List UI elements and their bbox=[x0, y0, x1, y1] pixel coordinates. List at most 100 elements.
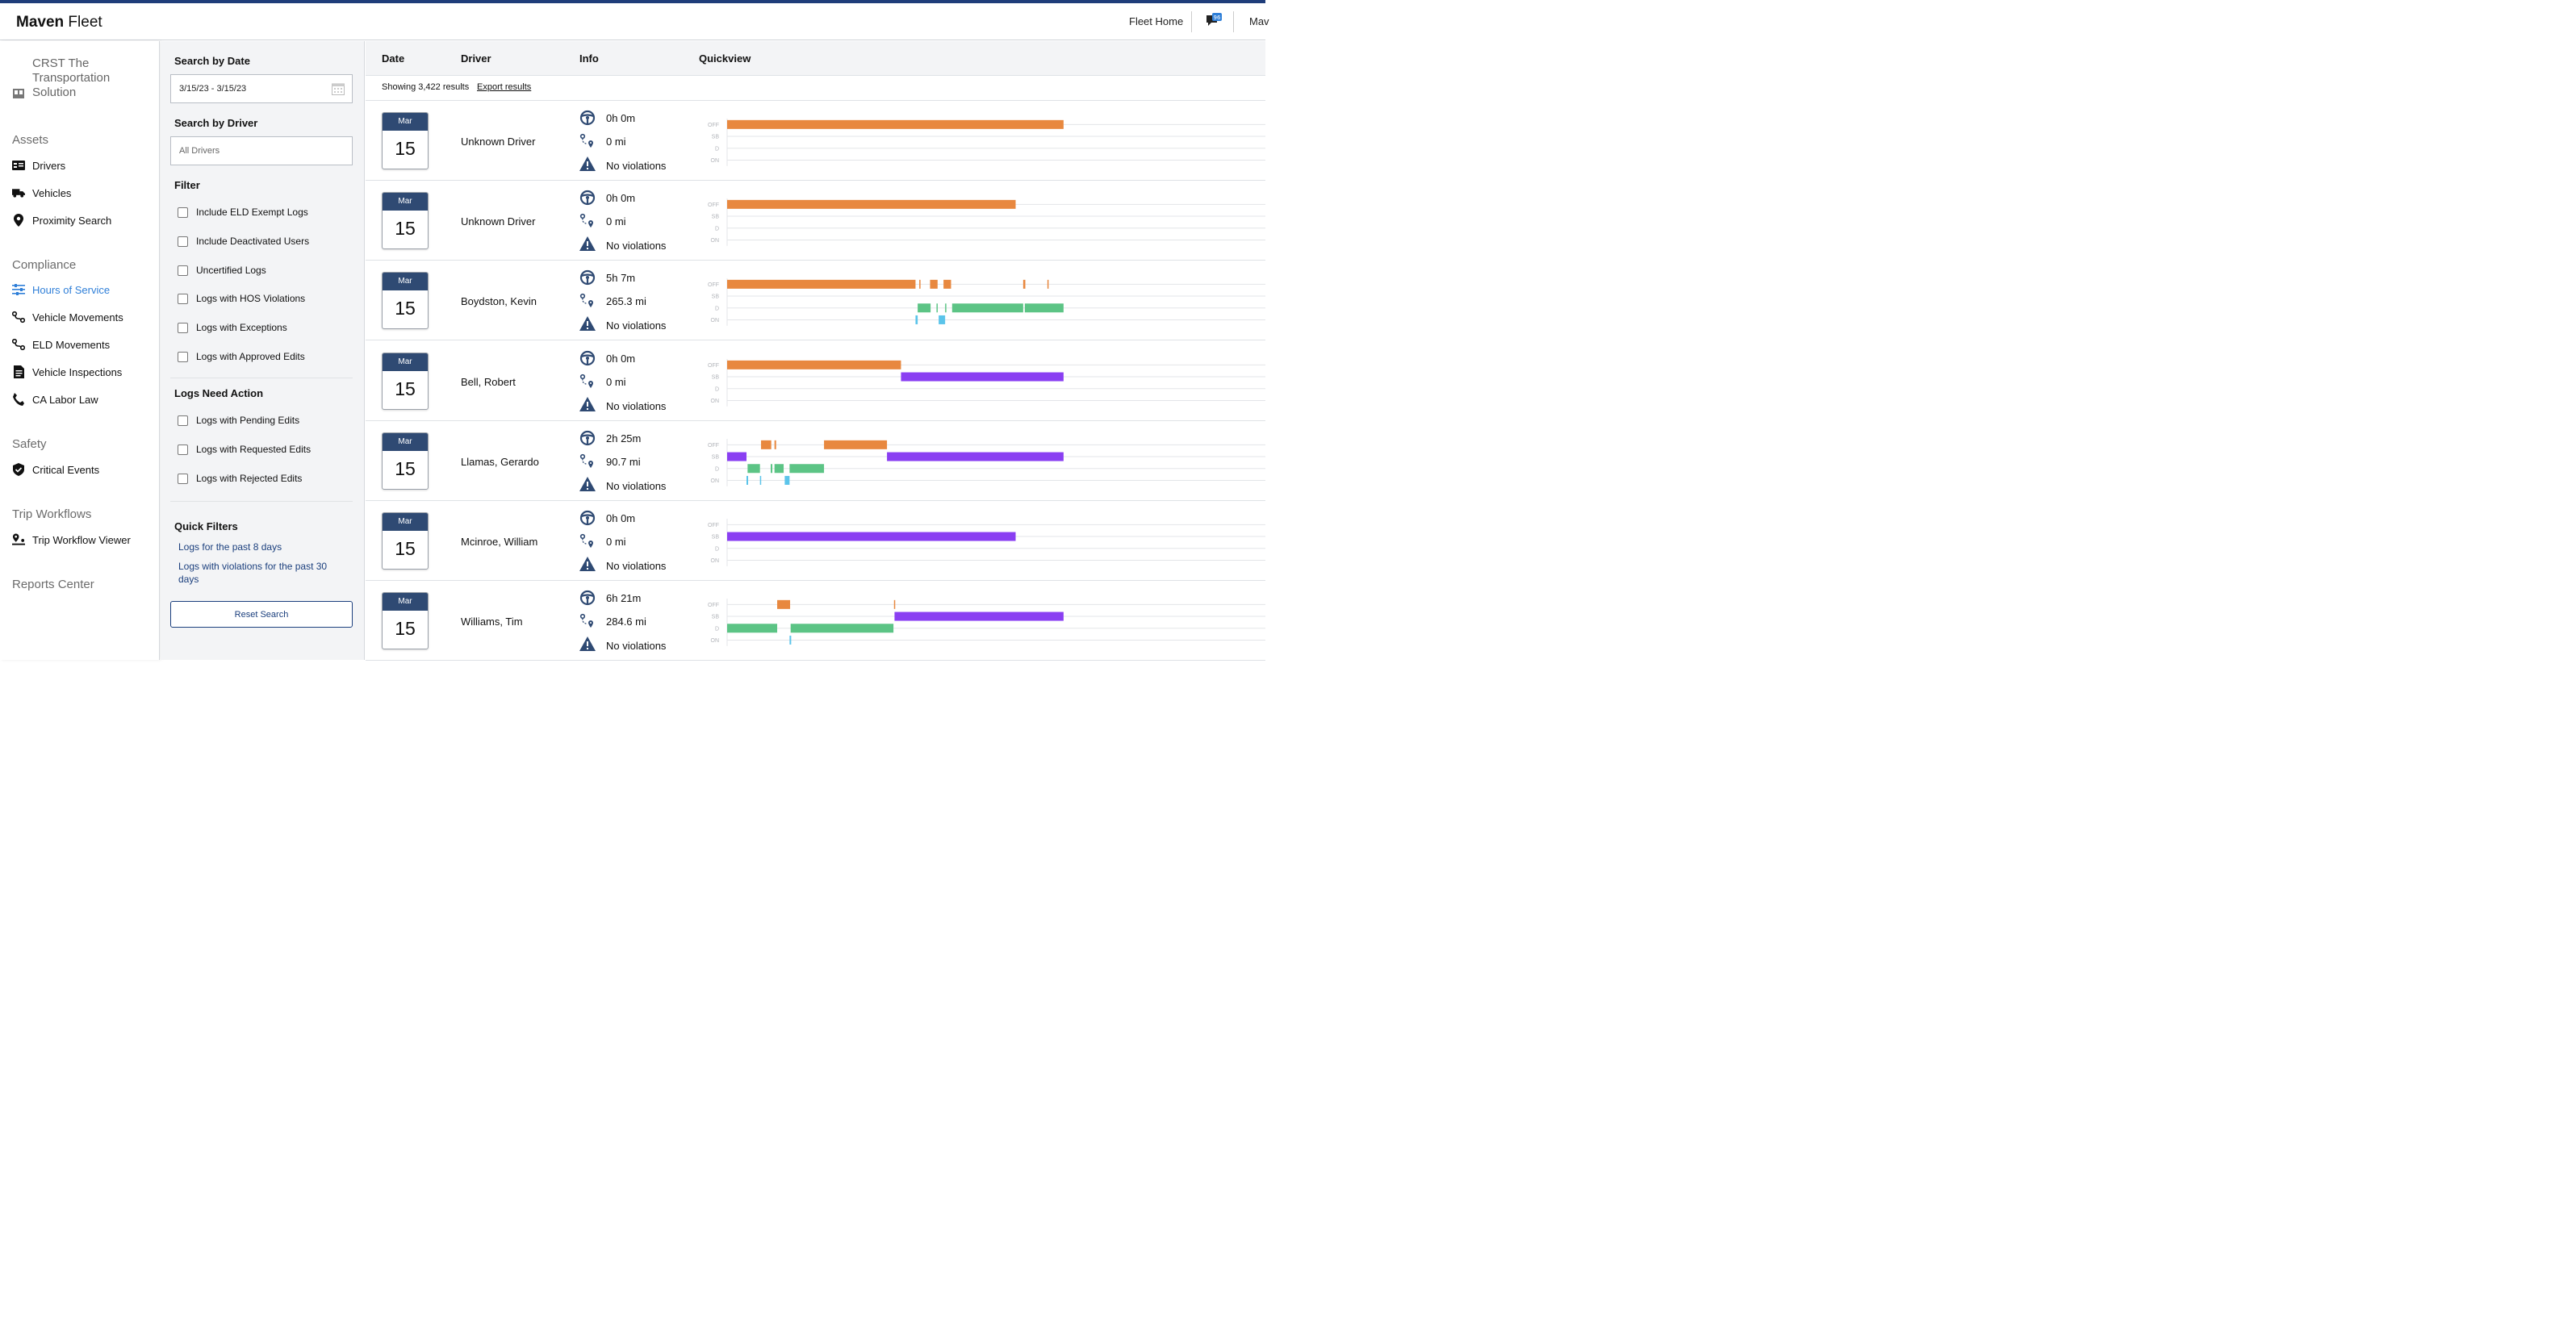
sidebar-item-vehicle-movements[interactable]: Vehicle Movements bbox=[12, 309, 123, 325]
checkbox-rejected-edits[interactable]: Logs with Rejected Edits bbox=[178, 473, 302, 484]
duty-segment-d bbox=[936, 303, 938, 313]
quick-filter-past-8-days[interactable]: Logs for the past 8 days bbox=[178, 541, 282, 553]
sidebar-item-eld-movements[interactable]: ELD Movements bbox=[12, 336, 110, 353]
lane-label: OFF bbox=[708, 123, 719, 128]
duty-segment-off bbox=[824, 440, 888, 449]
quickview-log-graph[interactable]: OFF SB D ON bbox=[698, 517, 1265, 567]
route-icon bbox=[12, 311, 25, 323]
table-row[interactable]: Mar 15 Unknown Driver 0h 0m 0 mi No violation… bbox=[366, 181, 1265, 261]
warning-icon bbox=[579, 315, 596, 332]
date-badge: Mar 15 bbox=[382, 112, 429, 169]
warning-icon bbox=[579, 636, 596, 652]
duty-segment-on bbox=[789, 636, 792, 645]
drive-time: 0h 0m bbox=[606, 192, 636, 205]
sidebar-item-trip-workflow-viewer[interactable]: Trip Workflow Viewer bbox=[12, 532, 131, 548]
table-row[interactable]: Mar 15 Unknown Driver 0h 0m 0 mi No violation… bbox=[366, 101, 1265, 181]
top-bar: Maven Fleet Fleet Home 96 Mav bbox=[0, 3, 1269, 40]
calendar-icon[interactable] bbox=[332, 82, 345, 95]
driver-name[interactable]: Williams, Tim bbox=[461, 616, 523, 628]
sidebar-item-ca-labor-law[interactable]: CA Labor Law bbox=[12, 391, 98, 407]
sidebar-item-vehicle-inspections[interactable]: Vehicle Inspections bbox=[12, 364, 122, 380]
quickview-log-graph[interactable]: OFF SB D ON bbox=[698, 597, 1265, 647]
sidebar-item-hours-of-service[interactable]: Hours of Service bbox=[12, 282, 110, 298]
duty-segment-sb bbox=[727, 532, 1016, 541]
driver-name[interactable]: Boydston, Kevin bbox=[461, 295, 537, 308]
distance: 265.3 mi bbox=[606, 295, 646, 308]
violations: No violations bbox=[606, 160, 667, 172]
column-header-quickview: Quickview bbox=[699, 52, 751, 65]
sidebar-item-proximity-search[interactable]: Proximity Search bbox=[12, 212, 111, 228]
driver-search-input[interactable]: All Drivers bbox=[170, 136, 353, 165]
driver-name[interactable]: Bell, Robert bbox=[461, 375, 516, 388]
table-row[interactable]: Mar 15 Mcinroe, William 0h 0m 0 mi No violati… bbox=[366, 501, 1265, 581]
quickview-log-graph[interactable]: OFF SB D ON bbox=[698, 197, 1265, 247]
table-row[interactable]: Mar 15 Bell, Robert 0h 0m 0 mi No violations O… bbox=[366, 341, 1265, 421]
table-row[interactable]: Mar 15 Llamas, Gerardo 2h 25m 90.7 mi No viol… bbox=[366, 421, 1265, 501]
checkbox-approved-edits[interactable]: Logs with Approved Edits bbox=[178, 351, 305, 362]
date-month: Mar bbox=[383, 113, 428, 131]
sidebar-item-vehicles[interactable]: Vehicles bbox=[12, 185, 71, 201]
date-month: Mar bbox=[383, 432, 428, 451]
lane-label: ON bbox=[711, 158, 720, 164]
lane-label: SB bbox=[712, 294, 720, 300]
sidebar-item-critical-events[interactable]: Critical Events bbox=[12, 461, 99, 478]
column-header-date[interactable]: Date bbox=[382, 52, 405, 65]
duty-segment-on bbox=[939, 315, 946, 325]
sidebar-item-reports-center[interactable]: Reports Center bbox=[12, 578, 94, 591]
lane-label: D bbox=[715, 546, 719, 552]
table-header: Date Driver Info Quickview bbox=[366, 41, 1265, 76]
steering-wheel-icon bbox=[579, 350, 596, 366]
duty-segment-on bbox=[784, 475, 790, 485]
organization-name[interactable]: CRST The Transportation Solution bbox=[32, 56, 111, 99]
reset-search-button[interactable]: Reset Search bbox=[170, 601, 353, 628]
date-day: 15 bbox=[395, 218, 416, 240]
lane-label: SB bbox=[712, 135, 720, 140]
checkbox-hos-violations[interactable]: Logs with HOS Violations bbox=[178, 293, 305, 304]
export-results-link[interactable]: Export results bbox=[477, 82, 532, 92]
violations: No violations bbox=[606, 319, 667, 332]
lane-label: OFF bbox=[708, 443, 719, 449]
messages-icon[interactable]: 96 bbox=[1205, 13, 1223, 29]
app-logo[interactable]: Maven Fleet bbox=[16, 14, 102, 31]
duty-segment-d bbox=[727, 624, 778, 633]
lane-label: D bbox=[715, 626, 719, 632]
driver-name[interactable]: Unknown Driver bbox=[461, 215, 536, 228]
quickview-log-graph[interactable]: OFF SB D ON bbox=[698, 277, 1265, 327]
divider bbox=[1233, 11, 1234, 32]
fleet-home-link[interactable]: Fleet Home bbox=[1129, 15, 1184, 27]
checkbox-deactivated-users[interactable]: Include Deactivated Users bbox=[178, 236, 309, 247]
checkbox-eld-exempt[interactable]: Include ELD Exempt Logs bbox=[178, 207, 308, 218]
driver-name[interactable]: Llamas, Gerardo bbox=[461, 455, 539, 468]
violations: No violations bbox=[606, 479, 667, 492]
table-row[interactable]: Mar 15 Williams, Tim 6h 21m 284.6 mi No viola… bbox=[366, 581, 1265, 662]
driver-name[interactable]: Unknown Driver bbox=[461, 136, 536, 148]
date-range-input[interactable]: 3/15/23 - 3/15/23 bbox=[170, 74, 353, 103]
quick-filter-violations-30-days[interactable]: Logs with violations for the past 30 day… bbox=[178, 561, 328, 585]
lane-label: OFF bbox=[708, 282, 719, 288]
driver-name[interactable]: Mcinroe, William bbox=[461, 536, 538, 548]
checkbox-uncertified-logs[interactable]: Uncertified Logs bbox=[178, 265, 266, 276]
checkbox-exceptions[interactable]: Logs with Exceptions bbox=[178, 322, 287, 333]
section-assets: Assets bbox=[12, 133, 49, 147]
quickview-log-graph[interactable]: OFF SB D ON bbox=[698, 357, 1265, 407]
route-distance-icon bbox=[579, 133, 596, 149]
table-row[interactable]: Mar 15 Boydston, Kevin 5h 7m 265.3 mi No viol… bbox=[366, 261, 1265, 341]
steering-wheel-icon bbox=[579, 269, 596, 286]
violations: No violations bbox=[606, 640, 667, 653]
divider bbox=[170, 501, 353, 502]
duty-segment-d bbox=[771, 464, 773, 474]
checkbox-pending-edits[interactable]: Logs with Pending Edits bbox=[178, 415, 299, 426]
filter-panel: Search by Date 3/15/23 - 3/15/23 Search … bbox=[161, 41, 365, 660]
quickview-log-graph[interactable]: OFF SB D ON bbox=[698, 437, 1265, 487]
violations: No violations bbox=[606, 560, 667, 572]
lane-label: OFF bbox=[708, 362, 719, 368]
checkbox-requested-edits[interactable]: Logs with Requested Edits bbox=[178, 444, 311, 455]
logs-table: Date Driver Info Quickview Showing 3,422… bbox=[366, 41, 1265, 662]
steering-wheel-icon bbox=[579, 510, 596, 526]
quickview-log-graph[interactable]: OFF SB D ON bbox=[698, 117, 1265, 167]
lane-label: D bbox=[715, 146, 719, 152]
user-menu[interactable]: Mav bbox=[1249, 15, 1269, 27]
column-header-driver[interactable]: Driver bbox=[461, 52, 491, 65]
duty-segment-off bbox=[727, 360, 901, 369]
sidebar-item-drivers[interactable]: Drivers bbox=[12, 157, 65, 173]
